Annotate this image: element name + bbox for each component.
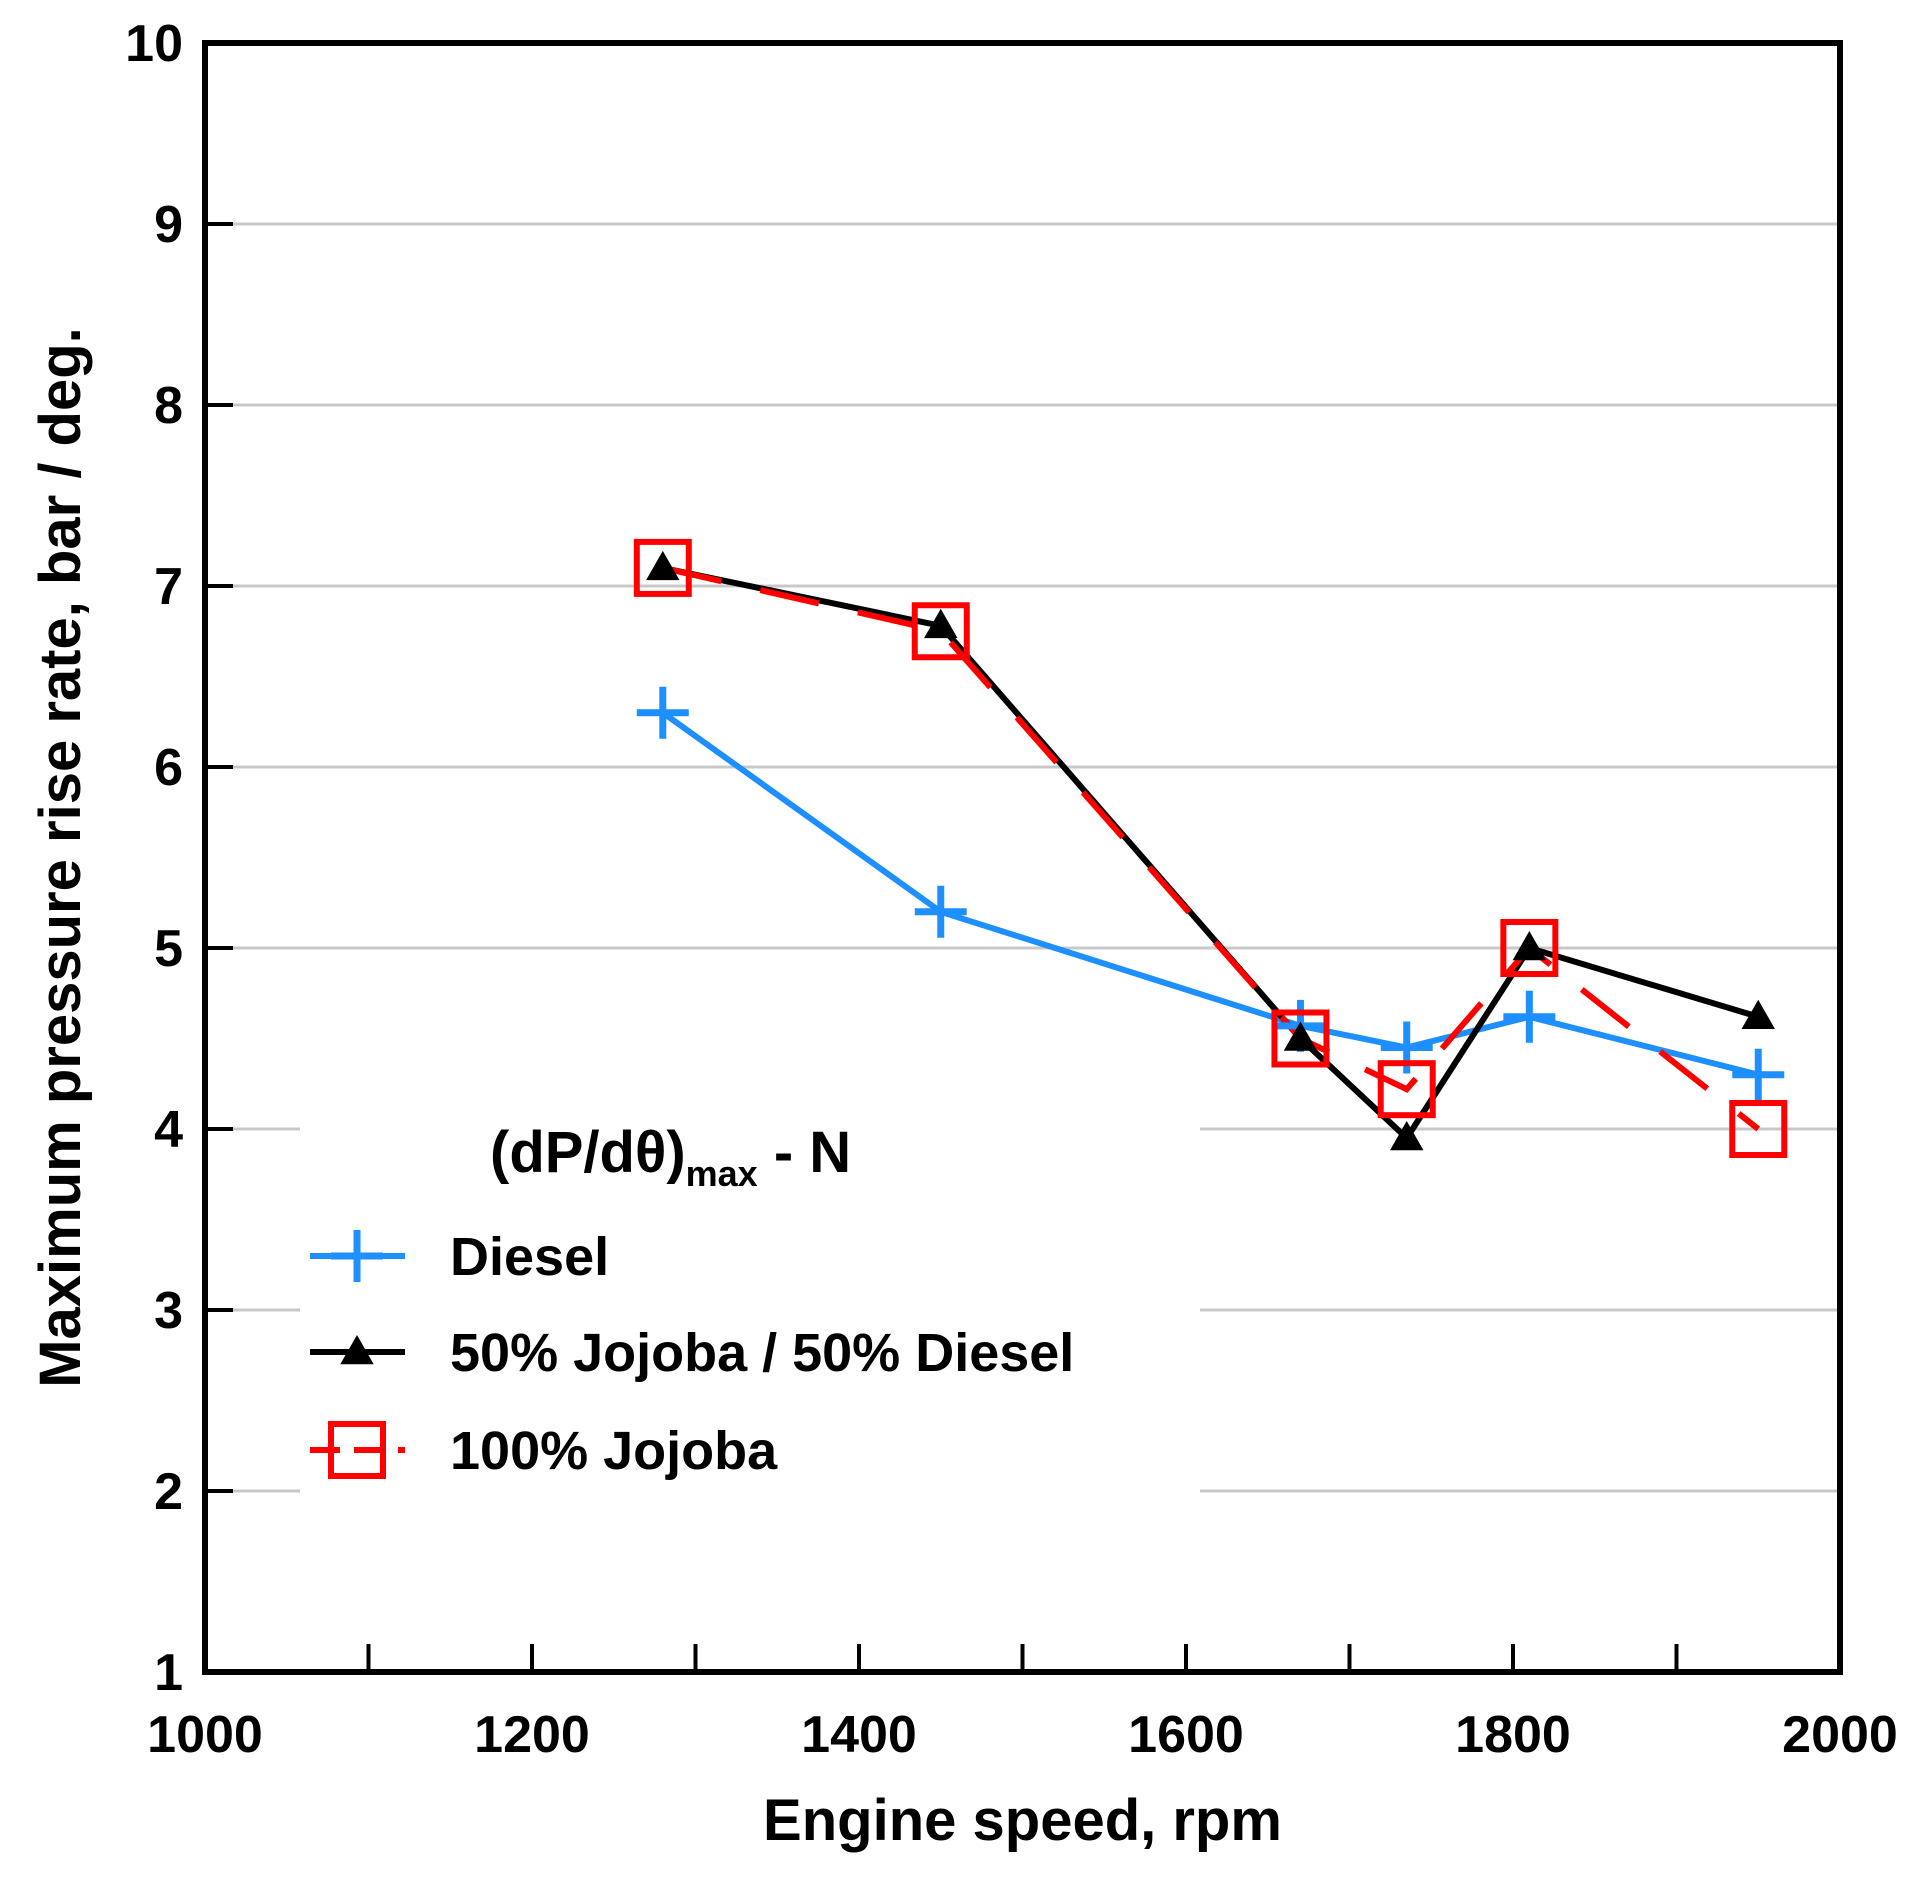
x-tick-label-2000: 2000 [1782,1706,1898,1764]
marker-0-5 [1732,1048,1785,1101]
marker-2-3 [1377,1060,1436,1119]
series-line-0 [661,710,1759,1078]
x-tick-label-1800: 1800 [1455,1706,1571,1764]
marker-0-1 [914,885,967,938]
y-tick-label-7: 7 [154,558,183,616]
marker-1-4 [1512,930,1547,961]
marker-2-4 [1500,919,1559,977]
legend-entry-1: 50% Jojoba / 50% Diesel [310,1323,1074,1383]
series-1 [662,564,1760,1143]
y-tick-label-8: 8 [154,377,183,435]
series-2 [662,564,1761,1132]
x-tick-label-1600: 1600 [1128,1706,1244,1764]
y-tick-label-10: 10 [125,15,183,73]
legend-entry-2: 100% Jojoba [310,1421,778,1481]
series-line-2 [662,564,1761,1132]
marker-1-0 [646,550,680,581]
plot-frame [202,40,1843,1675]
x-tick-label-1200: 1200 [474,1706,590,1764]
y-tick-label-3: 3 [154,1282,183,1340]
series-markers-2 [633,538,1788,1158]
marker-2-1 [911,602,970,661]
x-axis-title: Engine speed, rpm [763,1788,1282,1853]
x-tick-label-1000: 1000 [147,1706,263,1764]
y-axis-title: Maximum pressure rise rate, bar / deg. [28,327,93,1388]
tick-labels: 1 2 3 4 5 6 7 8 9 10 1000 1200 1400 1600 1800 2000 [125,15,1898,1764]
legend-title-subscript: max [686,1153,758,1194]
marker-0-0 [636,686,689,739]
legend: (dP/dθ)max - N Diesel 50% Jojoba / 50% Di… [300,1100,1200,1500]
x-tick-label-1400: 1400 [801,1706,917,1764]
marker-2-0 [633,538,692,597]
legend-title: (dP/dθ)max - N [490,1120,851,1194]
legend-label-0: Diesel [450,1227,609,1287]
series-0 [661,710,1759,1078]
y-tick-label-9: 9 [154,196,183,254]
series-layer [633,538,1788,1158]
marker-1-5 [1741,999,1775,1030]
legend-title-main: (dP/dθ) [490,1120,686,1185]
y-tick-label-6: 6 [154,739,183,797]
legend-entry-0: Diesel [310,1227,609,1287]
y-tick-label-1: 1 [154,1644,183,1702]
marker-1-1 [924,608,958,639]
marker-0-4 [1503,990,1556,1043]
y-tick-label-4: 4 [154,1101,183,1159]
marker-1-3 [1390,1121,1424,1151]
y-tick-label-5: 5 [154,920,183,978]
legend-background [300,1100,1200,1500]
legend-marker-2 [328,1421,386,1479]
legend-label-2: 100% Jojoba [450,1421,778,1481]
legend-entries: Diesel 50% Jojoba / 50% Diesel 100% Jojoba [310,1227,1074,1481]
marker-2-5 [1729,1100,1788,1158]
legend-title-tail: - N [758,1120,851,1185]
legend-marker-1 [340,1334,374,1365]
marker-2-2 [1271,1009,1330,1068]
legend-marker-0 [331,1230,383,1282]
marker-1-2 [1283,1021,1318,1051]
legend-label-1: 50% Jojoba / 50% Diesel [450,1323,1074,1383]
series-markers-1 [646,550,1775,1151]
series-line-1 [662,564,1760,1143]
y-tick-label-2: 2 [154,1463,183,1521]
